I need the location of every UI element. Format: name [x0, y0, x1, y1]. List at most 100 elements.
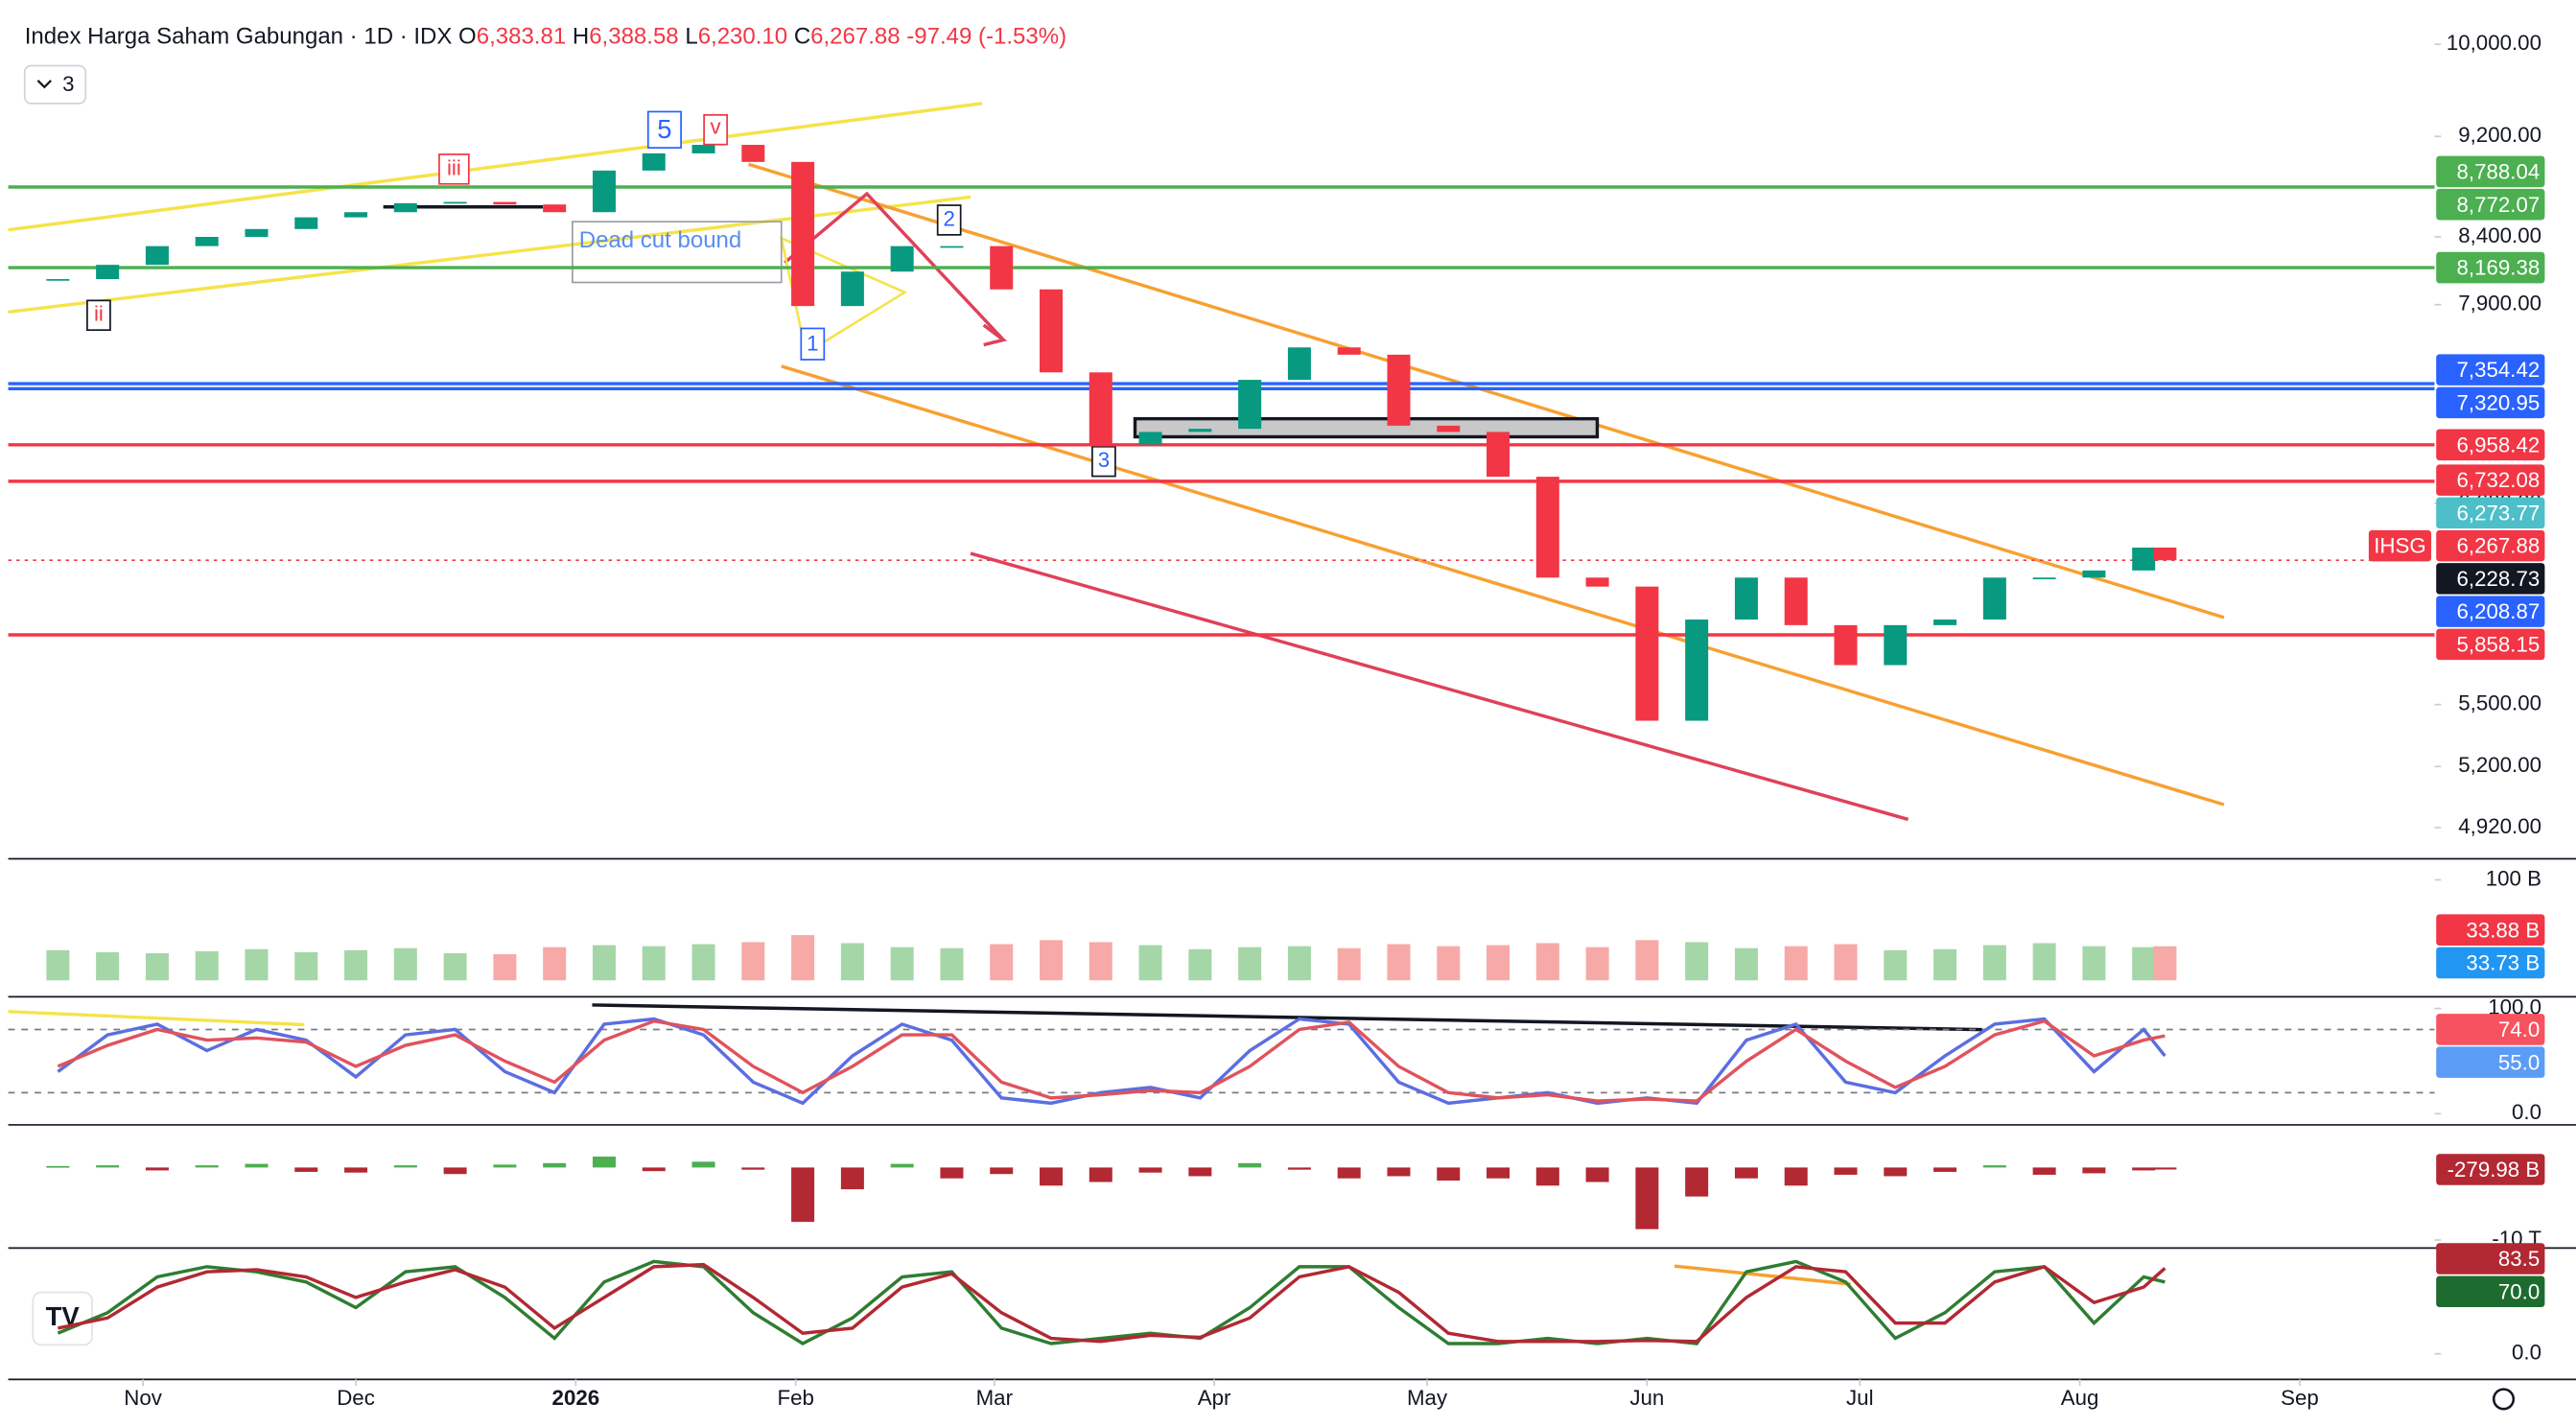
series-line: [57, 1018, 2166, 1103]
candle: [1437, 425, 1461, 433]
bar: [990, 944, 1014, 981]
wave-label: 2: [943, 206, 954, 230]
candle: [393, 202, 417, 213]
divergence-line: [8, 1010, 305, 1027]
series-line: [57, 1259, 2166, 1345]
wave-label: iii: [447, 155, 461, 179]
symbol-title: Index Harga Saham Gabungan · 1D · IDX: [25, 24, 453, 50]
divergence-line: [1674, 1264, 1851, 1286]
value-label: 33.88 B: [2466, 918, 2540, 942]
series-line: [57, 1017, 2166, 1106]
bar: [840, 943, 864, 981]
value-label-box: [2436, 155, 2545, 188]
candle: [1834, 624, 1858, 666]
bar: [1487, 1167, 1510, 1179]
candle: [642, 152, 666, 171]
symbol-tag-label: IHSG: [2374, 534, 2425, 558]
bar: [741, 1167, 765, 1170]
bar: [990, 1167, 1014, 1175]
candle: [493, 201, 517, 205]
candle: [1238, 380, 1262, 430]
bar: [2153, 1167, 2177, 1170]
y-tick-label: 5,500.00: [2458, 691, 2541, 715]
value-label-box: [2436, 596, 2545, 627]
indicator-toggle[interactable]: [23, 64, 87, 105]
bar: [245, 1163, 269, 1168]
value-label-box: [2436, 429, 2545, 461]
value-label: 7,354.42: [2457, 358, 2541, 382]
bar: [1884, 949, 1908, 981]
x-tick-label: Feb: [777, 1386, 813, 1410]
candle: [2032, 577, 2056, 580]
label-box: [86, 299, 111, 332]
candle: [840, 271, 864, 307]
wave-label: 5: [657, 114, 671, 144]
annotation: Dead cut bound: [579, 227, 742, 253]
bar: [543, 947, 567, 981]
bar: [1784, 1167, 1808, 1186]
bar: [344, 1167, 368, 1173]
candle: [1337, 347, 1361, 355]
bar: [1685, 1167, 1709, 1197]
bar: [1685, 942, 1709, 981]
value-label-box: [2436, 1014, 2545, 1045]
bar: [741, 942, 765, 981]
bar: [642, 946, 666, 981]
trend-line: [8, 102, 983, 232]
value-label: 6,228.73: [2457, 567, 2541, 591]
indicator-count: 3: [62, 72, 74, 96]
value-label-box: [2436, 497, 2545, 529]
candle: [1734, 577, 1758, 620]
bar: [791, 935, 815, 981]
bar: [1437, 1167, 1461, 1181]
value-label-box: [2436, 188, 2545, 221]
candle: [2132, 547, 2156, 571]
bar: [493, 1164, 517, 1168]
candle: [443, 201, 467, 204]
value-label: 6,267.88: [2457, 534, 2541, 558]
ohlc-value: 6,383.81: [477, 24, 566, 50]
bar: [1039, 1167, 1064, 1186]
ohlc-label: L: [685, 24, 697, 50]
bar: [543, 1162, 567, 1168]
bar: [1089, 1167, 1112, 1182]
value-label: 8,788.04: [2457, 160, 2541, 184]
ohlc-label: H: [573, 24, 589, 50]
x-tick-label: Dec: [337, 1386, 375, 1410]
bar: [1535, 943, 1559, 981]
bar: [294, 951, 318, 981]
ohlc-label: C: [794, 24, 810, 50]
candle: [294, 217, 318, 229]
bar: [46, 1165, 70, 1168]
bar: [195, 950, 219, 981]
value-label-box: [2436, 464, 2545, 496]
bar: [2082, 946, 2106, 981]
value-label-box: [2436, 563, 2545, 595]
ohlc-label: O: [458, 24, 477, 50]
candle: [1039, 289, 1064, 373]
x-tick-label: Aug: [2061, 1386, 2099, 1410]
bar: [145, 1167, 169, 1171]
bar: [1138, 1167, 1162, 1173]
settings-icon[interactable]: [2492, 1388, 2516, 1411]
header: Index Harga Saham Gabungan · 1D · IDX O6…: [23, 24, 1066, 105]
value-label-box: [2436, 628, 2545, 661]
bar: [96, 1165, 120, 1168]
x-tick-label: Mar: [976, 1386, 1014, 1410]
candle: [1535, 477, 1559, 578]
value-label: 55.0: [2498, 1050, 2540, 1074]
pane: -10 T: [46, 1157, 2541, 1251]
x-tick-label: 2026: [552, 1386, 600, 1410]
channel-line: [747, 162, 2225, 620]
y-tick-label: 8,400.00: [2458, 223, 2541, 247]
value-label: 8,169.38: [2457, 256, 2541, 280]
bar: [1188, 1167, 1212, 1177]
bar: [940, 947, 964, 981]
tv-logo: TV: [32, 1291, 93, 1346]
y-tick-label: 0.0: [2512, 1341, 2541, 1365]
bar: [2032, 1167, 2056, 1175]
ohlc-value: 6,267.88: [810, 24, 900, 50]
value-label: 7,320.95: [2457, 390, 2541, 414]
wave-label: ii: [94, 302, 104, 326]
